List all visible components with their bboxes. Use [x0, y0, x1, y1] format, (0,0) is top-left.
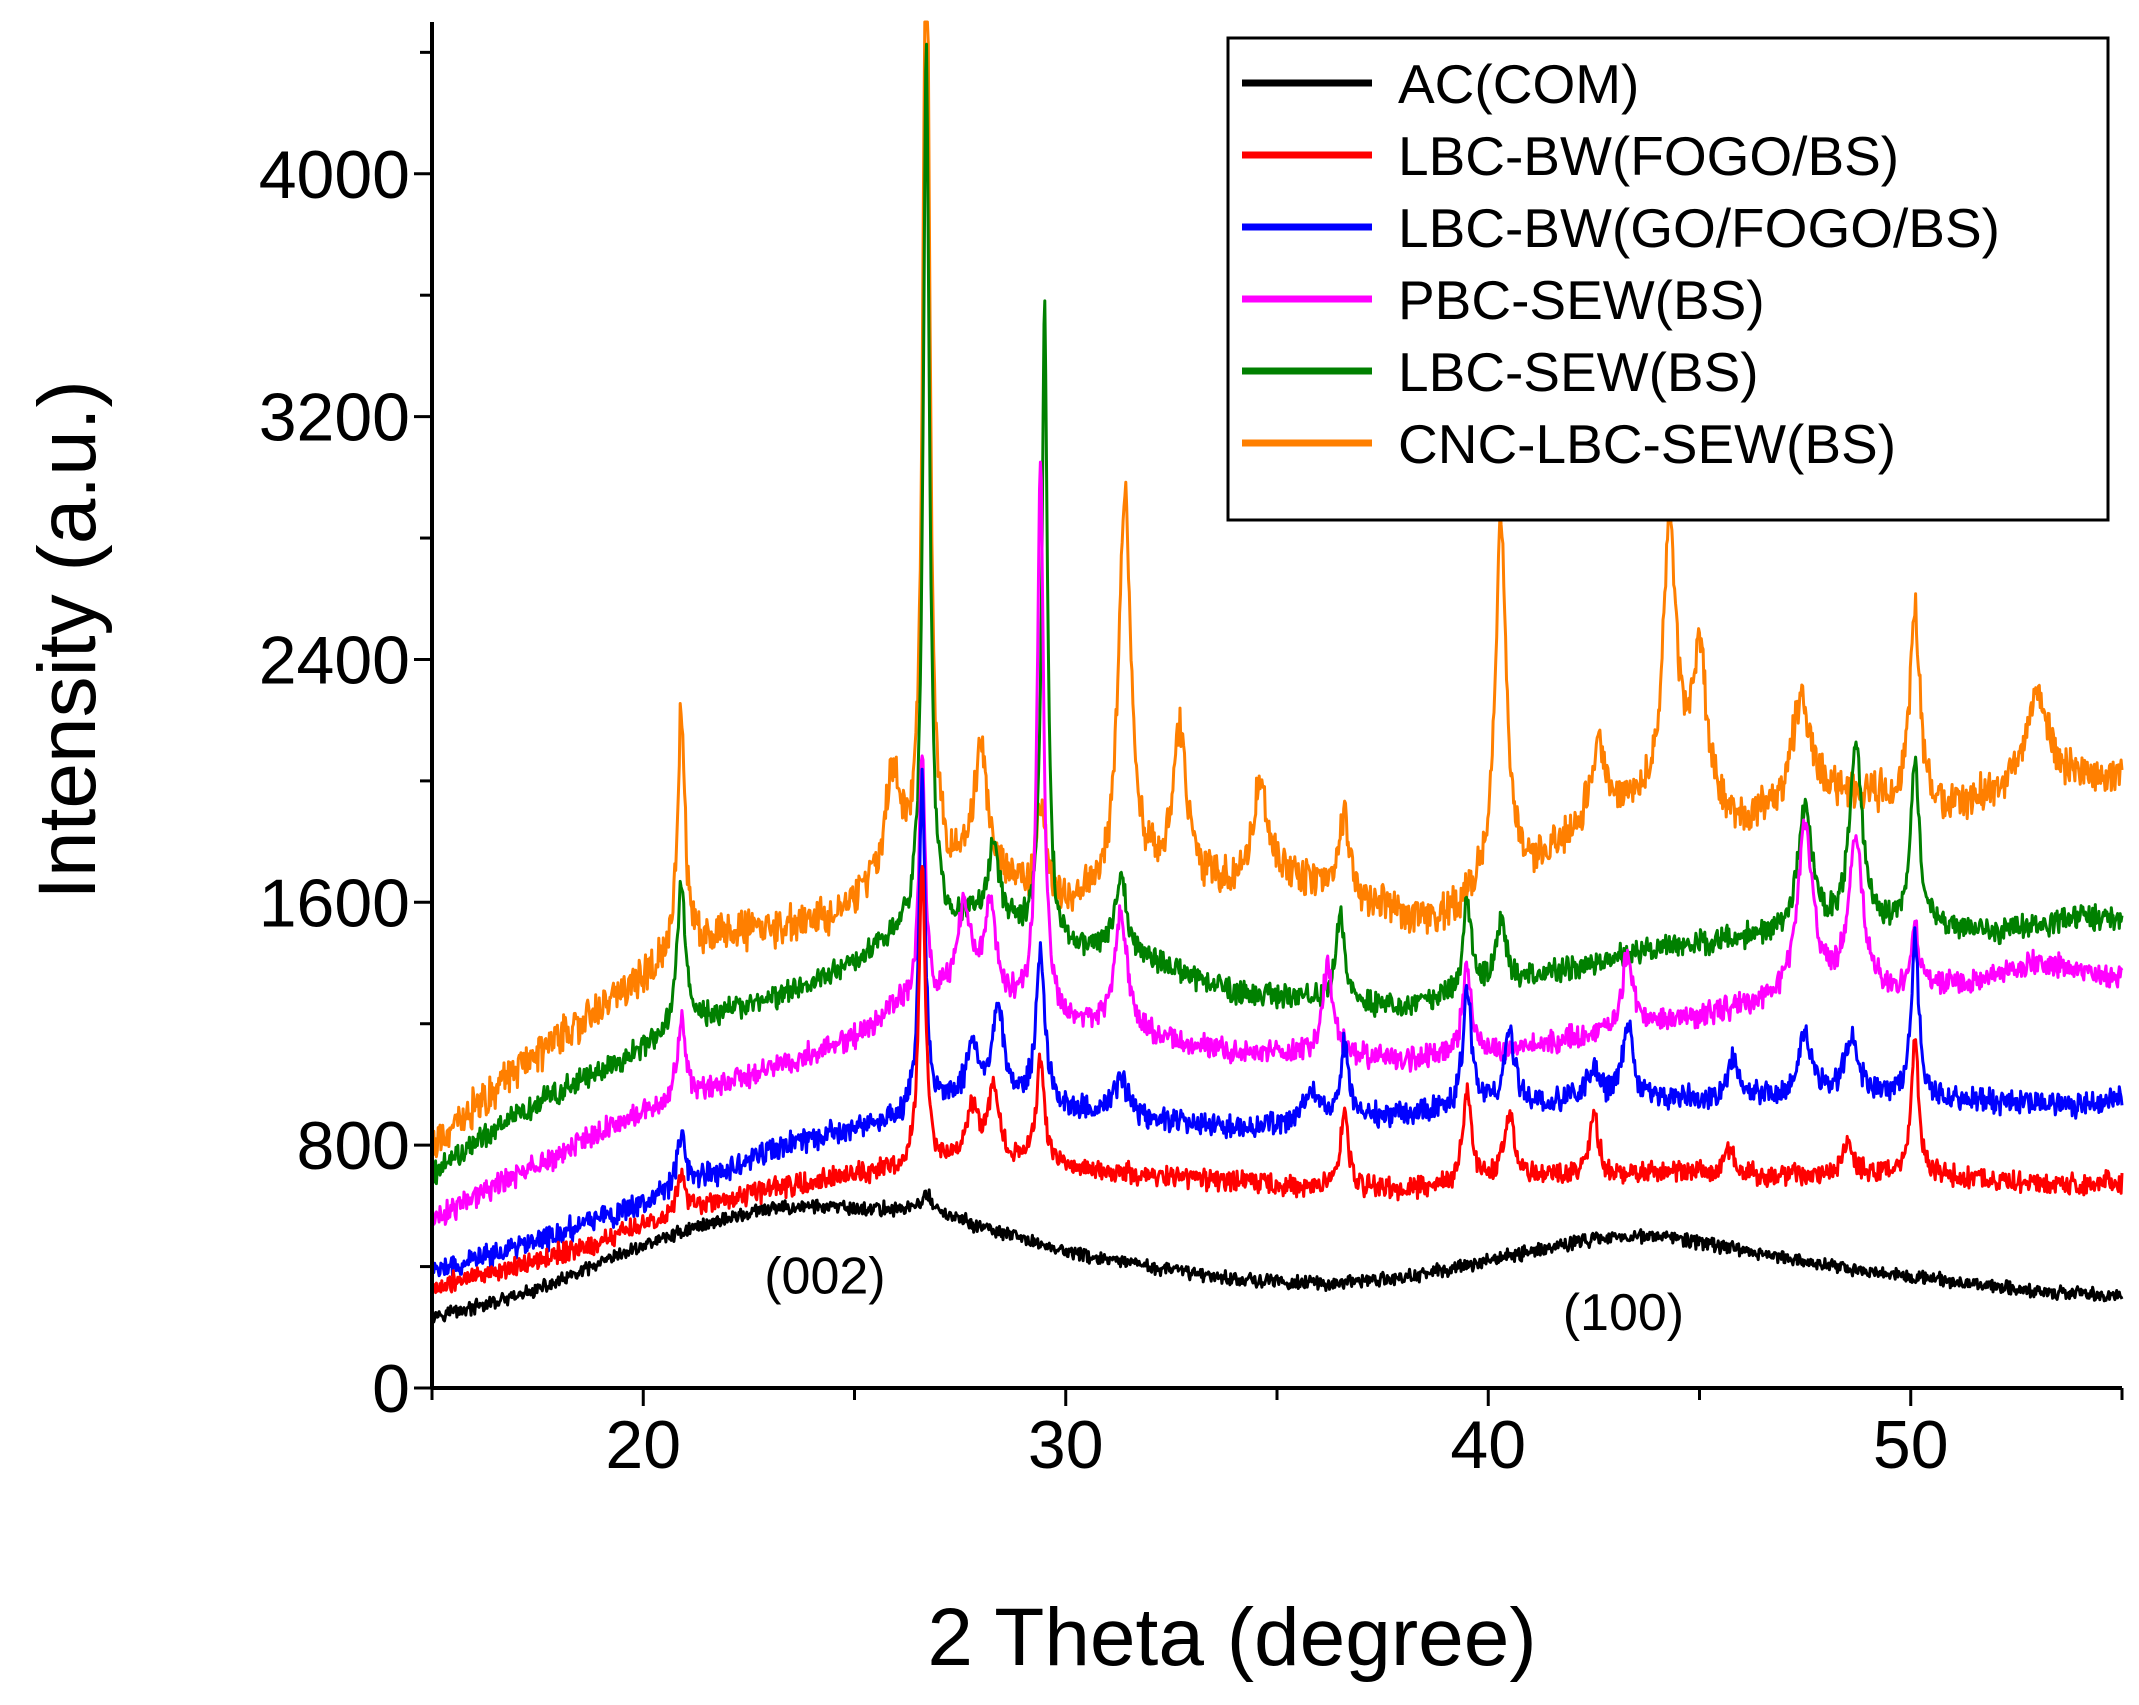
annotation-100: (100) [1563, 1284, 1684, 1342]
legend-label-ac-com: AC(COM) [1398, 53, 1639, 115]
y-tick-label: 1600 [259, 865, 410, 941]
annotation-002: (002) [764, 1248, 885, 1306]
x-axis-title: 2 Theta (degree) [927, 1592, 1536, 1683]
legend-label-lbc-bw-go-fogo-bs: LBC-BW(GO/FOGO/BS) [1398, 197, 2000, 259]
series-line-lbc-sew-bs [430, 42, 2124, 1186]
y-tick-label: 800 [297, 1108, 410, 1184]
x-tick-label: 20 [605, 1407, 681, 1483]
x-tick-label: 30 [1028, 1407, 1104, 1483]
series-line-lbc-bw-go-fogo-bs [430, 767, 2124, 1278]
legend-label-pbc-sew-bs: PBC-SEW(BS) [1398, 269, 1765, 331]
tick-layer [414, 50, 2124, 1406]
legend-label-lbc-bw-fogo-bs: LBC-BW(FOGO/BS) [1398, 125, 1899, 187]
series-line-ac-com [431, 1188, 2124, 1324]
series-line-pbc-sew-bs [430, 460, 2124, 1226]
legend-label-cnc-lbc-sew-bs: CNC-LBC-SEW(BS) [1398, 413, 1896, 475]
legend-label-lbc-sew-bs: LBC-SEW(BS) [1398, 341, 1759, 403]
series-line-lbc-bw-fogo-bs [430, 865, 2124, 1295]
y-tick-label: 3200 [259, 380, 410, 456]
y-tick-label: 0 [372, 1351, 410, 1427]
y-tick-label: 2400 [259, 622, 410, 698]
series-line-cnc-lbc-sew-bs [430, 20, 2124, 1159]
y-axis-title: Intensity (a.u.) [22, 380, 113, 900]
x-tick-label: 40 [1450, 1407, 1526, 1483]
legend: AC(COM) LBC-BW(FOGO/BS) LBC-BW(GO/FOGO/B… [1226, 36, 2110, 522]
series-layer [430, 20, 2124, 1324]
x-tick-label: 50 [1873, 1407, 1949, 1483]
legend-box [1226, 36, 2110, 522]
y-tick-label: 4000 [259, 137, 410, 213]
